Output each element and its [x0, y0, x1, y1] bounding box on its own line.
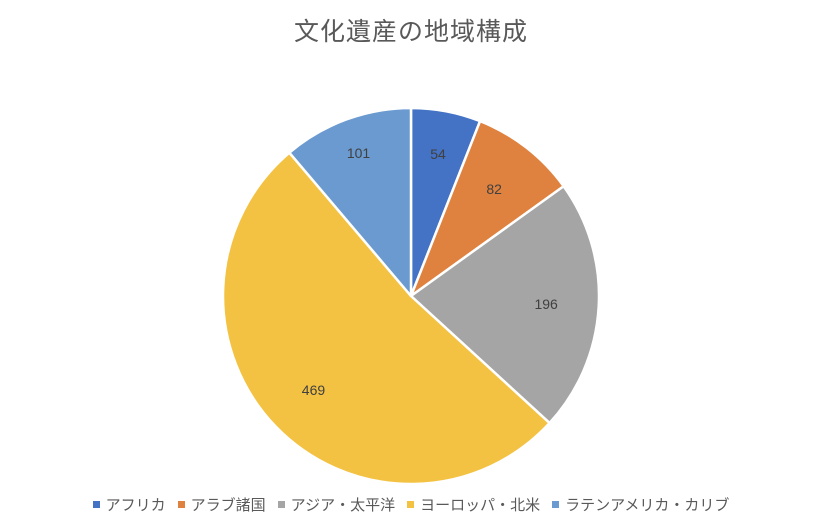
legend-swatch [407, 501, 415, 508]
legend-label: ラテンアメリカ・カリブ [565, 496, 730, 514]
data-labels: 54 82 196 469 101 [302, 145, 558, 398]
data-label: 196 [534, 296, 558, 312]
pie-slice [288, 106, 413, 298]
legend-swatch [92, 501, 100, 508]
legend-item-africa: アフリカ [92, 494, 166, 515]
legend-swatch [552, 501, 560, 508]
legend-item-latin-america-caribbean: ラテンアメリカ・カリブ [552, 494, 729, 515]
legend-label: ヨーロッパ・北米 [420, 496, 541, 514]
data-label: 101 [347, 145, 371, 161]
legend-item-asia-pacific: アジア・太平洋 [277, 494, 396, 515]
legend-swatch [277, 501, 285, 508]
data-label: 469 [302, 382, 326, 398]
legend-label: アフリカ [105, 496, 166, 514]
data-label: 54 [430, 146, 446, 162]
legend-item-arab-states: アラブ諸国 [177, 494, 266, 515]
pie-slices [221, 106, 601, 486]
data-label: 82 [486, 181, 502, 197]
chart-title: 文化遺産の地域構成 [293, 17, 528, 46]
legend-label: アラブ諸国 [190, 496, 266, 514]
legend-label: アジア・太平洋 [290, 496, 396, 514]
pie-slice [409, 119, 565, 298]
legend-swatch [177, 501, 185, 508]
pie-slice [409, 184, 601, 425]
pie-slice [221, 151, 551, 486]
legend-item-europe-north-america: ヨーロッパ・北米 [407, 494, 540, 515]
legend: アフリカ アラブ諸国 アジア・太平洋 ヨーロッパ・北米 ラテンアメリカ・カリブ [0, 494, 814, 515]
